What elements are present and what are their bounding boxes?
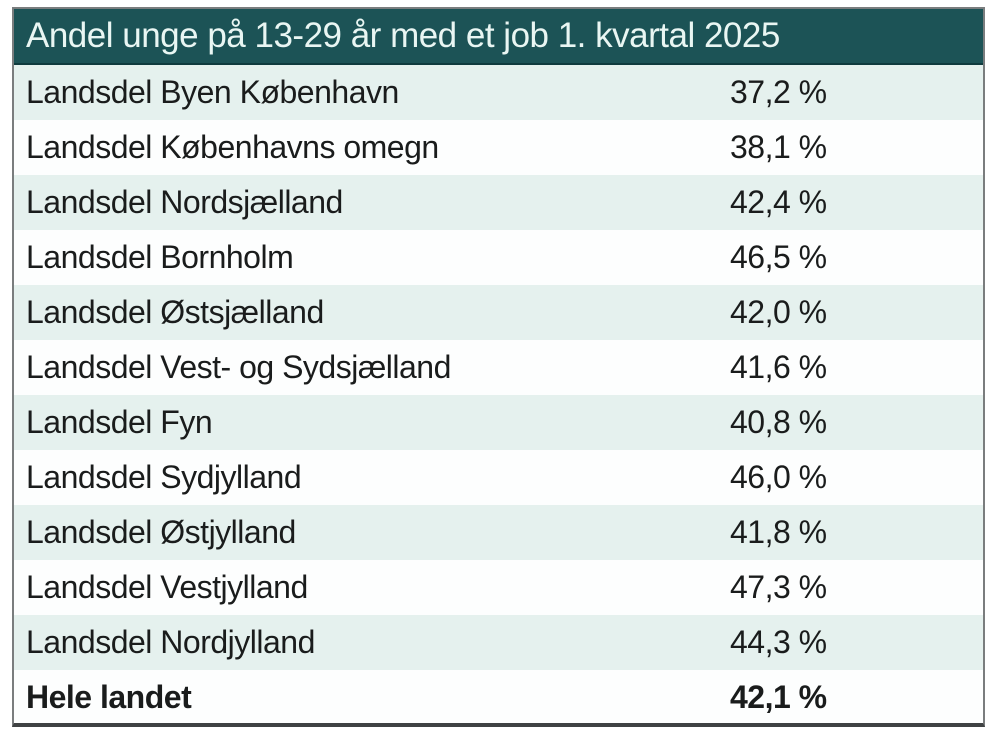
row-value: 41,8 % [730,514,827,550]
table-row: Landsdel Østsjælland 42,0 % [14,285,983,340]
row-label: Landsdel Nordsjælland [26,184,343,220]
row-value: 46,0 % [730,459,827,495]
row-label: Landsdel Københavns omegn [26,129,439,165]
row-label: Landsdel Vestjylland [26,569,308,605]
statistics-table: Andel unge på 13-29 år med et job 1. kva… [12,7,985,727]
row-value: 38,1 % [730,129,827,165]
row-value: 42,0 % [730,294,827,330]
row-label: Landsdel Fyn [26,404,213,440]
table-row: Landsdel Københavns omegn 38,1 % [14,120,983,175]
row-value: 44,3 % [730,624,827,660]
table-row: Landsdel Byen København 37,2 % [14,65,983,120]
row-value: 41,6 % [730,349,827,385]
row-label: Landsdel Østjylland [26,514,296,550]
table-row: Landsdel Bornholm 46,5 % [14,230,983,285]
row-value: 40,8 % [730,404,827,440]
row-label: Hele landet [26,679,192,715]
table-row: Landsdel Vestjylland 47,3 % [14,560,983,615]
table-row: Landsdel Fyn 40,8 % [14,395,983,450]
total-row: Hele landet 42,1 % [14,670,983,723]
row-value: 42,4 % [730,184,827,220]
row-label: Landsdel Sydjylland [26,459,302,495]
table-row: Landsdel Østjylland 41,8 % [14,505,983,560]
table-title: Andel unge på 13-29 år med et job 1. kva… [14,9,983,65]
table-row: Landsdel Nordsjælland 42,4 % [14,175,983,230]
row-label: Landsdel Byen København [26,74,399,110]
table-row: Landsdel Sydjylland 46,0 % [14,450,983,505]
row-label: Landsdel Nordjylland [26,624,315,660]
table-row: Landsdel Nordjylland 44,3 % [14,615,983,670]
row-label: Landsdel Vest- og Sydsjælland [26,349,451,385]
row-value: 46,5 % [730,239,827,275]
row-label: Landsdel Bornholm [26,239,294,275]
row-value: 47,3 % [730,569,827,605]
row-value: 37,2 % [730,74,827,110]
table-body: Landsdel Byen København 37,2 % Landsdel Kø… [14,65,983,723]
row-label: Landsdel Østsjælland [26,294,324,330]
table-row: Landsdel Vest- og Sydsjælland 41,6 % [14,340,983,395]
row-value: 42,1 % [730,679,827,715]
